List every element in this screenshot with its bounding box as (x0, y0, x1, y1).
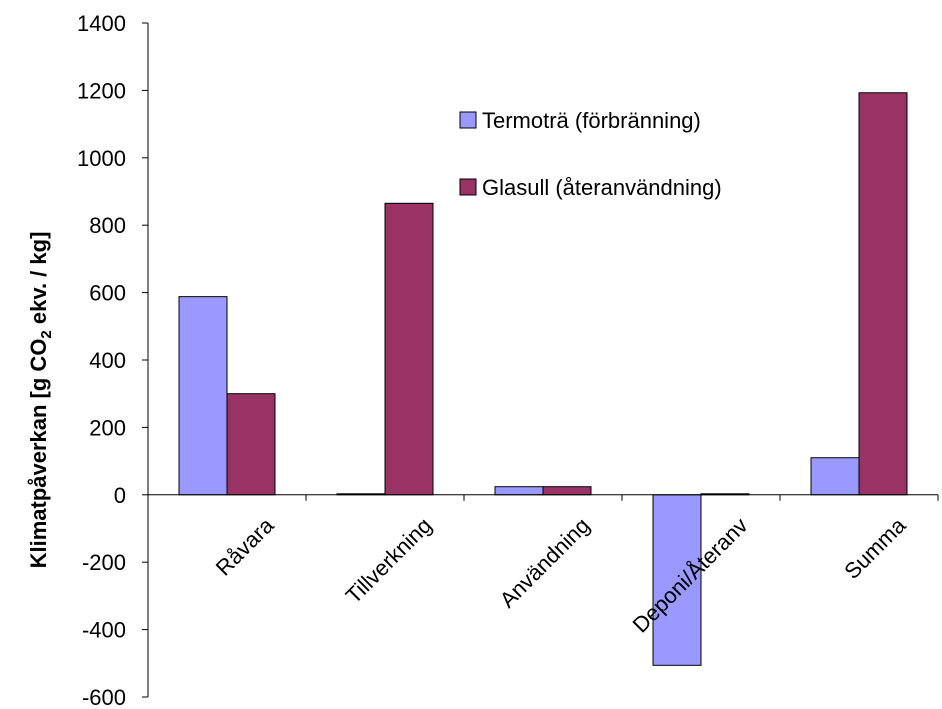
y-tick-label: 800 (89, 213, 126, 238)
y-tick-label: 1200 (77, 78, 126, 103)
legend-label-termotra: Termoträ (förbränning) (482, 108, 701, 133)
y-axis-label-rest: ekv. / kg] (26, 232, 51, 331)
bar-termotra-0 (178, 296, 228, 496)
legend-label-glasull: Glasull (återanvändning) (482, 175, 722, 200)
category-label: Råvara (211, 512, 279, 580)
y-tick-label: 200 (89, 415, 126, 440)
bar-glasull-1 (384, 202, 434, 496)
y-tick-label: -200 (82, 550, 126, 575)
category-labels-group: Råvara Tillverkning Användning Deponi/Återa… (211, 512, 911, 637)
bar-glasull-2 (542, 486, 592, 496)
bar-termotra-2 (494, 486, 544, 496)
y-tick-label: 600 (89, 281, 126, 306)
bar-termotra-3 (652, 494, 702, 666)
category-label: Användning (495, 513, 595, 613)
y-tick-label: 1400 (77, 11, 126, 36)
bar-termotra-4 (810, 457, 860, 496)
y-tick-label: -600 (82, 685, 126, 709)
y-tick-label: 0 (114, 483, 126, 508)
category-label: Tillverkning (341, 513, 437, 609)
y-axis-label-subscript: 2 (38, 330, 55, 338)
y-tick-labels-group: -600 -400 -200 0 200 400 600 800 1000 1200 1400 (77, 11, 126, 709)
bar-glasull-4 (858, 92, 908, 496)
legend-swatch-glasull (459, 178, 477, 196)
y-axis-label: Klimatpåverkan [g CO2 ekv. / kg] (26, 232, 55, 569)
legend-swatch-termotra (459, 111, 477, 129)
y-ticks-group (142, 22, 148, 698)
legend: Termoträ (förbränning) Glasull (återanvä… (459, 108, 722, 200)
y-tick-label: -400 (82, 618, 126, 643)
x-ticks-group (147, 494, 939, 501)
bars-group (178, 92, 908, 666)
category-label: Summa (839, 512, 911, 584)
y-tick-label: 1000 (77, 146, 126, 171)
y-axis-label-main: Klimatpåverkan [g CO (26, 339, 51, 569)
bar-glasull-0 (226, 393, 276, 496)
y-tick-label: 400 (89, 348, 126, 373)
